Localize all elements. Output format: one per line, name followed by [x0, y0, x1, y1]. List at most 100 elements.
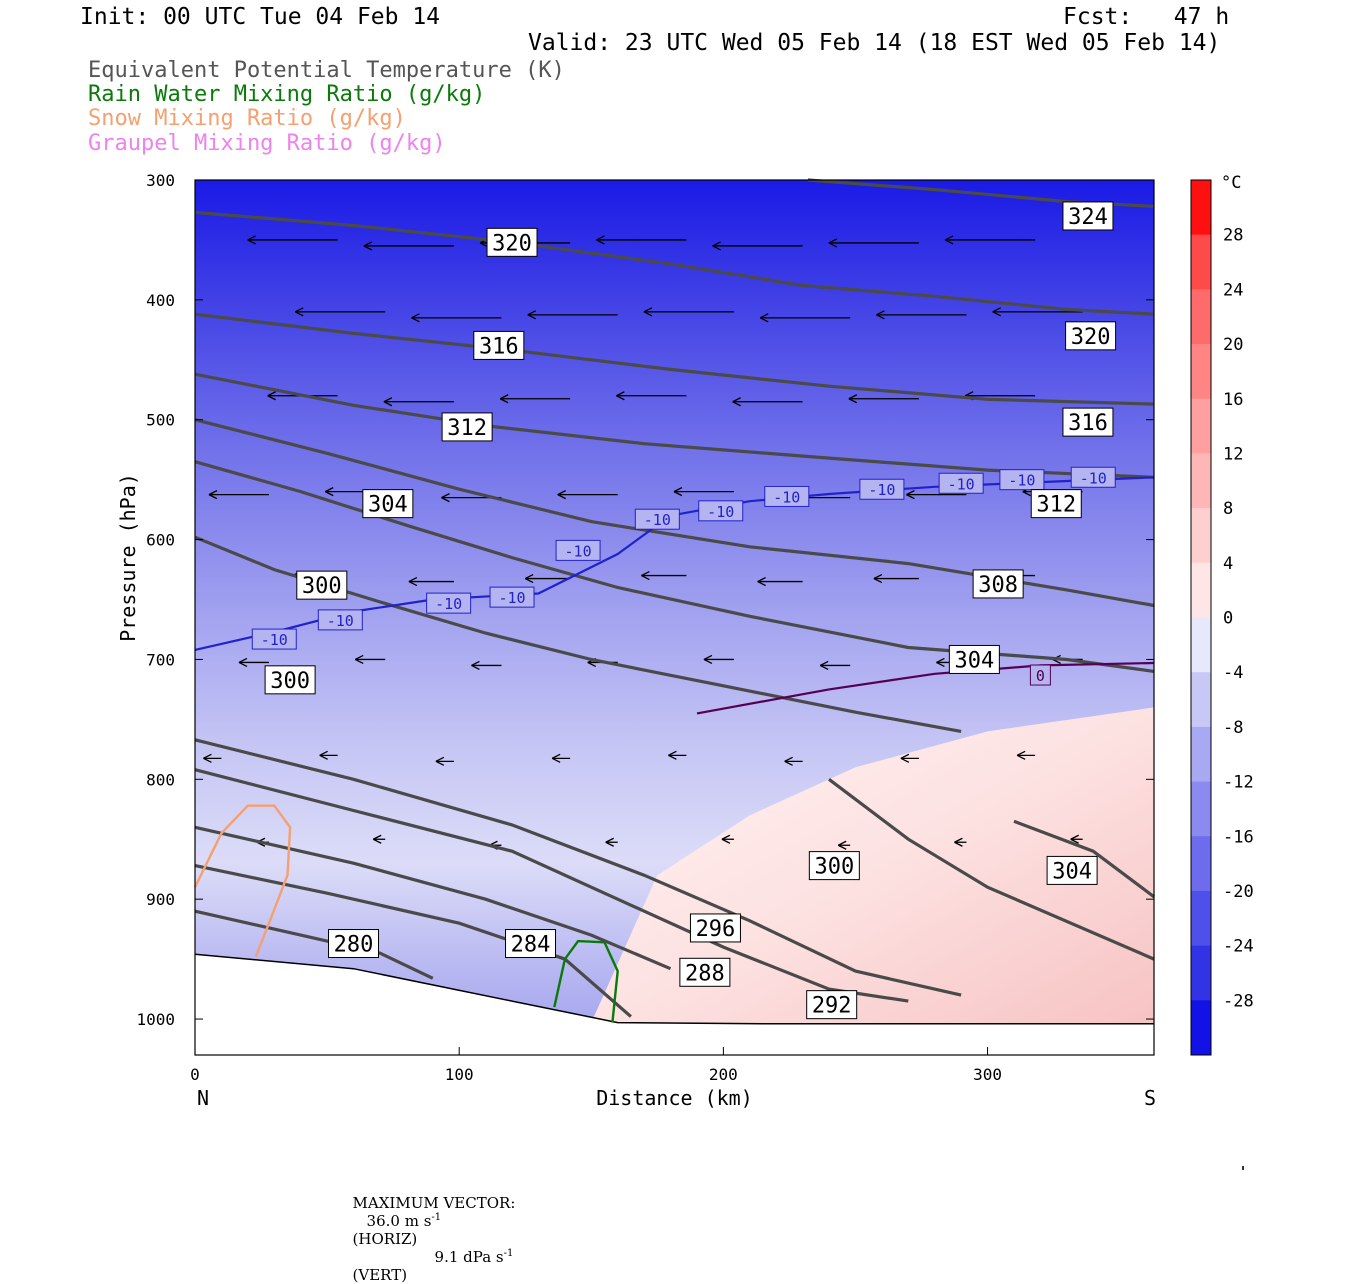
colorbar-segment — [1191, 180, 1211, 236]
theta-e-contour-288 — [194, 825, 672, 971]
max-vector-caption: MAXIMUM VECTOR: 36.0 m s-1 (HORIZ) 9.1 d… — [343, 1176, 516, 1284]
wind-vector-head — [757, 576, 766, 587]
y-tick-label: 700 — [146, 650, 175, 669]
theta-e-label-box — [328, 929, 380, 959]
cross-section-chart: -10 -10 -10 -10 -10 -10 -10 -10 -10 -10 -10 -10 0 30… — [116, 171, 1254, 1170]
wind-vector-head — [732, 397, 741, 407]
colorbar-tick-label: 8 — [1223, 499, 1233, 519]
isotherm-label-box — [1029, 664, 1051, 686]
wind-vector-head — [721, 834, 731, 844]
isotherm-label: -10 — [327, 612, 354, 630]
max-vector-reference-arrow — [1242, 1166, 1244, 1170]
isotherm-label-box — [555, 539, 601, 561]
legend-snow: Snow Mixing Ratio (g/kg) — [88, 106, 406, 131]
wind-vector-head — [848, 394, 858, 404]
wind-vector-head — [873, 573, 883, 584]
isotherm-label: -10 — [773, 488, 800, 506]
y-tick-label: 500 — [146, 411, 175, 430]
theta-e-label-292: 292 — [812, 994, 852, 1019]
colorbar-segment — [1191, 508, 1211, 564]
isotherm-label-box — [426, 592, 472, 614]
isotherm-label-box — [999, 469, 1045, 491]
theta-e-contour-308 — [194, 418, 1155, 608]
theta-e-label-296: 296 — [696, 917, 736, 942]
reference-arrow — [1242, 1166, 1244, 1170]
theta-e-contour-296 — [194, 738, 962, 997]
wind-vector-head — [383, 397, 393, 407]
wind-vector-head — [605, 837, 614, 847]
colorbar: 28 24 20 16 12 8 4 0 -4 -8 -12 -16 -20 -24 -28 °C — [1190, 173, 1254, 1056]
wind-vector-head — [876, 310, 885, 320]
wind-vector-head — [551, 753, 561, 763]
isotherm-label-box — [634, 508, 680, 530]
isotherm-label-box — [317, 609, 363, 631]
isotherm-label-box — [698, 500, 744, 522]
wind-vector-head — [208, 490, 218, 500]
colorbar-tick-label: -20 — [1223, 882, 1254, 902]
theta-e-label-box — [296, 570, 348, 600]
theta-e-contour-304 — [1013, 819, 1155, 899]
legend-rain: Rain Water Mixing Ratio (g/kg) — [88, 82, 486, 107]
isotherm-label-box — [859, 478, 905, 500]
wind-vector-head — [524, 573, 534, 584]
colorbar-segment — [1191, 398, 1211, 454]
wind-vector-head — [372, 834, 382, 844]
isotherm-label: -10 — [435, 595, 462, 613]
x-tick-label: 100 — [445, 1065, 474, 1084]
max-horiz-value: 36.0 m s — [366, 1212, 432, 1230]
isotherm-label: -10 — [565, 542, 592, 560]
init-time: Init: 00 UTC Tue 04 Feb 14 — [80, 4, 441, 30]
colorbar-segment — [1191, 726, 1211, 783]
x-tick-label: 200 — [709, 1065, 738, 1084]
theta-e-label-316: 316 — [1068, 411, 1108, 436]
isotherm-label: -10 — [261, 631, 288, 649]
theta-e-label-box — [1046, 855, 1098, 885]
colorbar-tick-label: -28 — [1223, 991, 1254, 1011]
x-end-label-north: N — [197, 1086, 209, 1110]
wind-vector-head — [203, 753, 212, 763]
theta-e-label-288: 288 — [685, 961, 725, 986]
colorbar-tick-label: 12 — [1223, 444, 1243, 464]
y-tick-label: 800 — [146, 770, 175, 789]
isotherm-label-box — [938, 472, 984, 494]
colorbar-segment — [1191, 344, 1211, 400]
horiz-exponent: -1 — [431, 1212, 442, 1223]
wind-vector-head — [1016, 750, 1026, 760]
theta-e-label-box — [1062, 201, 1114, 231]
colorbar-segment — [1191, 945, 1211, 1001]
theta-e-label-box — [948, 644, 1000, 674]
theta-e-label-box — [972, 569, 1024, 599]
theta-e-label-box — [806, 990, 858, 1020]
colorbar-frame — [1190, 179, 1212, 1056]
y-tick-label: 1000 — [136, 1010, 175, 1029]
isotherm-label: -10 — [868, 481, 895, 499]
legend-graupel: Graupel Mixing Ratio (g/kg) — [88, 131, 446, 156]
wind-vector-head — [471, 660, 480, 671]
vert-exponent: -1 — [503, 1248, 514, 1259]
wind-vector-head — [411, 313, 420, 323]
theta-e-contour-304 — [194, 460, 1155, 673]
legend-theta-e: Equivalent Potential Temperature (K) — [88, 58, 565, 83]
colorbar-segment — [1191, 1000, 1211, 1056]
theta-e-label-280: 280 — [334, 933, 374, 958]
theta-e-label-320: 320 — [492, 231, 532, 256]
colorbar-tick-label: -16 — [1223, 827, 1254, 847]
theta-e-contour-300 — [828, 778, 1155, 961]
wind-vector-head — [668, 750, 677, 760]
theta-e-label-box — [473, 330, 525, 360]
x-tick-label: 300 — [973, 1065, 1002, 1084]
x-axis-label: Distance (km) — [596, 1086, 753, 1110]
wind-vector-head — [354, 654, 364, 665]
theta-e-label-box — [441, 412, 493, 442]
wind-vector-head — [319, 750, 328, 760]
theta-e-contour-292 — [194, 768, 909, 1003]
wind-vector-head — [267, 391, 276, 401]
theta-e-label-box — [1030, 489, 1082, 519]
theta-e-label-box — [505, 929, 557, 959]
theta-e-label-304: 304 — [1052, 859, 1092, 884]
isotherms: -10 -10 -10 -10 -10 -10 -10 -10 -10 -10 -10 -10 0 — [194, 466, 1155, 715]
theta-e-label-324: 324 — [1068, 205, 1108, 230]
hydrometeor-contours — [193, 804, 619, 1023]
colorbar-segment — [1191, 234, 1211, 290]
theta-e-contours — [194, 178, 1155, 1018]
